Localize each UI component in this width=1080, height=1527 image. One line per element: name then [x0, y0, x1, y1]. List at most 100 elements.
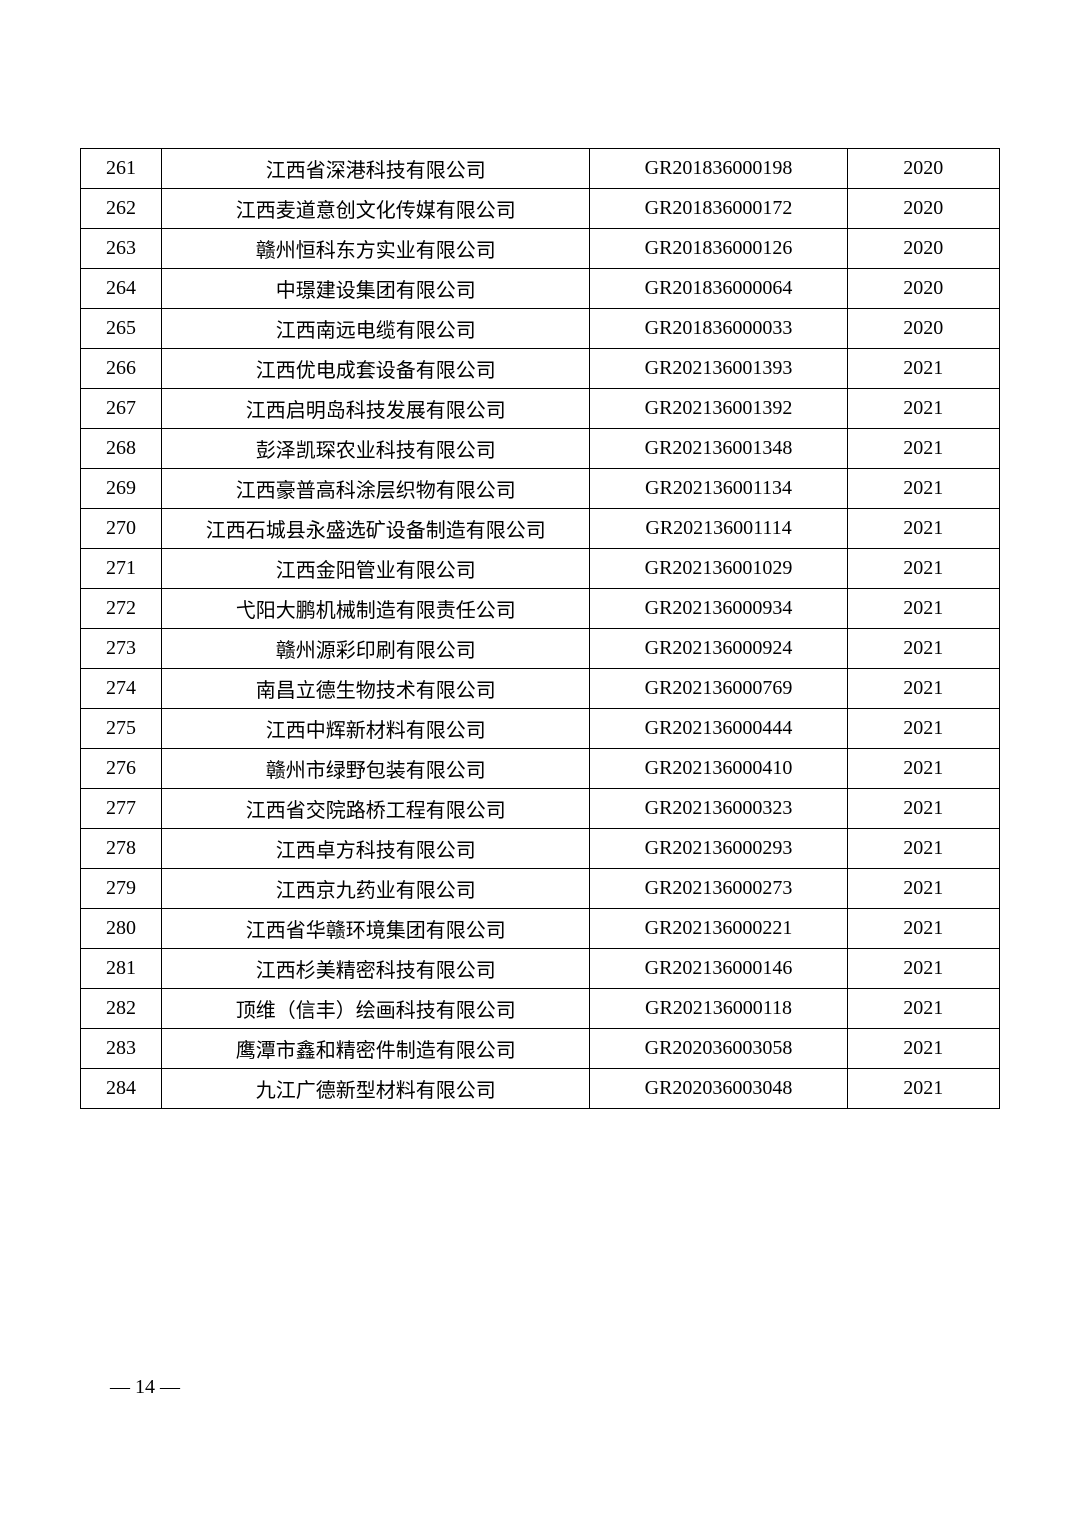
cell-index: 265: [81, 309, 162, 349]
cell-code: GR202136000410: [590, 749, 847, 789]
cell-index: 266: [81, 349, 162, 389]
cell-index: 280: [81, 909, 162, 949]
cell-name: 江西金阳管业有限公司: [161, 549, 590, 589]
cell-name: 江西优电成套设备有限公司: [161, 349, 590, 389]
table-row: 283鹰潭市鑫和精密件制造有限公司GR2020360030582021: [81, 1029, 1000, 1069]
cell-code: GR202136000293: [590, 829, 847, 869]
cell-name: 江西卓方科技有限公司: [161, 829, 590, 869]
cell-code: GR202136001393: [590, 349, 847, 389]
cell-name: 赣州源彩印刷有限公司: [161, 629, 590, 669]
cell-year: 2021: [847, 909, 999, 949]
cell-name: 顶维（信丰）绘画科技有限公司: [161, 989, 590, 1029]
cell-code: GR202136000444: [590, 709, 847, 749]
cell-year: 2021: [847, 829, 999, 869]
cell-year: 2021: [847, 389, 999, 429]
cell-name: 江西南远电缆有限公司: [161, 309, 590, 349]
table-body: 261江西省深港科技有限公司GR2018360001982020 262江西麦道…: [81, 149, 1000, 1109]
table-row: 282顶维（信丰）绘画科技有限公司GR2021360001182021: [81, 989, 1000, 1029]
cell-name: 弋阳大鹏机械制造有限责任公司: [161, 589, 590, 629]
cell-code: GR202136000118: [590, 989, 847, 1029]
cell-year: 2021: [847, 1029, 999, 1069]
table-row: 272弋阳大鹏机械制造有限责任公司GR2021360009342021: [81, 589, 1000, 629]
table-row: 284九江广德新型材料有限公司GR2020360030482021: [81, 1069, 1000, 1109]
cell-index: 277: [81, 789, 162, 829]
page-container: 261江西省深港科技有限公司GR2018360001982020 262江西麦道…: [0, 0, 1080, 1109]
cell-year: 2020: [847, 229, 999, 269]
cell-index: 264: [81, 269, 162, 309]
cell-code: GR202136001114: [590, 509, 847, 549]
cell-name: 江西石城县永盛选矿设备制造有限公司: [161, 509, 590, 549]
table-row: 275江西中辉新材料有限公司GR2021360004442021: [81, 709, 1000, 749]
cell-year: 2020: [847, 309, 999, 349]
page-number: — 14 —: [110, 1376, 180, 1399]
table-row: 263赣州恒科东方实业有限公司GR2018360001262020: [81, 229, 1000, 269]
cell-name: 江西京九药业有限公司: [161, 869, 590, 909]
table-row: 277江西省交院路桥工程有限公司GR2021360003232021: [81, 789, 1000, 829]
cell-year: 2020: [847, 189, 999, 229]
cell-name: 南昌立德生物技术有限公司: [161, 669, 590, 709]
cell-name: 江西启明岛科技发展有限公司: [161, 389, 590, 429]
cell-index: 274: [81, 669, 162, 709]
cell-index: 267: [81, 389, 162, 429]
table-row: 270江西石城县永盛选矿设备制造有限公司GR2021360011142021: [81, 509, 1000, 549]
table-row: 261江西省深港科技有限公司GR2018360001982020: [81, 149, 1000, 189]
cell-code: GR202136000273: [590, 869, 847, 909]
cell-year: 2020: [847, 269, 999, 309]
cell-name: 鹰潭市鑫和精密件制造有限公司: [161, 1029, 590, 1069]
cell-year: 2021: [847, 749, 999, 789]
cell-year: 2021: [847, 949, 999, 989]
cell-code: GR201836000064: [590, 269, 847, 309]
cell-code: GR202036003048: [590, 1069, 847, 1109]
cell-year: 2021: [847, 429, 999, 469]
cell-name: 九江广德新型材料有限公司: [161, 1069, 590, 1109]
cell-code: GR202036003058: [590, 1029, 847, 1069]
cell-year: 2021: [847, 989, 999, 1029]
cell-year: 2021: [847, 629, 999, 669]
table-row: 280江西省华赣环境集团有限公司GR2021360002212021: [81, 909, 1000, 949]
table-row: 266江西优电成套设备有限公司GR2021360013932021: [81, 349, 1000, 389]
cell-name: 中璟建设集团有限公司: [161, 269, 590, 309]
cell-index: 283: [81, 1029, 162, 1069]
cell-name: 赣州恒科东方实业有限公司: [161, 229, 590, 269]
cell-year: 2021: [847, 469, 999, 509]
table-row: 273赣州源彩印刷有限公司GR2021360009242021: [81, 629, 1000, 669]
cell-index: 276: [81, 749, 162, 789]
cell-index: 263: [81, 229, 162, 269]
cell-code: GR201836000033: [590, 309, 847, 349]
cell-code: GR202136000323: [590, 789, 847, 829]
cell-index: 270: [81, 509, 162, 549]
cell-name: 江西麦道意创文化传媒有限公司: [161, 189, 590, 229]
cell-code: GR202136001348: [590, 429, 847, 469]
cell-index: 272: [81, 589, 162, 629]
cell-index: 273: [81, 629, 162, 669]
cell-year: 2021: [847, 349, 999, 389]
cell-name: 江西中辉新材料有限公司: [161, 709, 590, 749]
cell-name: 江西省交院路桥工程有限公司: [161, 789, 590, 829]
cell-code: GR202136000924: [590, 629, 847, 669]
cell-code: GR202136000934: [590, 589, 847, 629]
cell-code: GR201836000172: [590, 189, 847, 229]
table-row: 271江西金阳管业有限公司GR2021360010292021: [81, 549, 1000, 589]
cell-code: GR202136000221: [590, 909, 847, 949]
table-row: 269江西豪普高科涂层织物有限公司GR2021360011342021: [81, 469, 1000, 509]
cell-index: 279: [81, 869, 162, 909]
cell-code: GR202136001392: [590, 389, 847, 429]
cell-code: GR201836000126: [590, 229, 847, 269]
table-row: 267江西启明岛科技发展有限公司GR2021360013922021: [81, 389, 1000, 429]
table-row: 264中璟建设集团有限公司GR2018360000642020: [81, 269, 1000, 309]
cell-year: 2021: [847, 789, 999, 829]
cell-code: GR202136000769: [590, 669, 847, 709]
cell-index: 278: [81, 829, 162, 869]
cell-code: GR202136001029: [590, 549, 847, 589]
cell-year: 2021: [847, 509, 999, 549]
cell-name: 彭泽凯琛农业科技有限公司: [161, 429, 590, 469]
table-row: 276赣州市绿野包装有限公司GR2021360004102021: [81, 749, 1000, 789]
cell-index: 282: [81, 989, 162, 1029]
cell-year: 2021: [847, 549, 999, 589]
data-table: 261江西省深港科技有限公司GR2018360001982020 262江西麦道…: [80, 148, 1000, 1109]
cell-year: 2021: [847, 869, 999, 909]
cell-index: 271: [81, 549, 162, 589]
cell-index: 268: [81, 429, 162, 469]
cell-name: 江西杉美精密科技有限公司: [161, 949, 590, 989]
cell-index: 275: [81, 709, 162, 749]
